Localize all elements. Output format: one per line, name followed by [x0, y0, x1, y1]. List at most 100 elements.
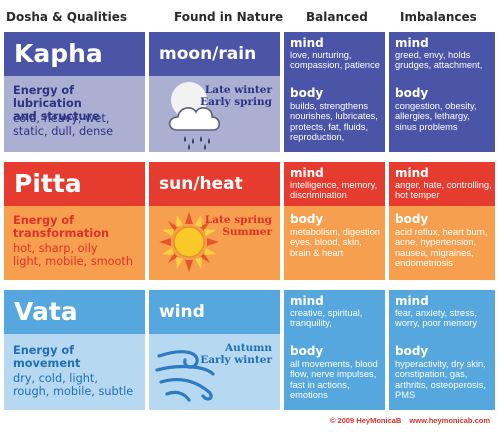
- header-found-in-nature: Found in Nature: [174, 10, 284, 24]
- pitta-balanced-body-text: metabolism, digestion eyes, blood, skin,…: [290, 227, 382, 258]
- vata-qualities-line: rough, mobile, subtle: [13, 385, 134, 398]
- text-line: anger, hate, controlling,: [395, 180, 492, 190]
- vata-imbalances-cell: mind fear, anxiety, stress, worry, poor …: [389, 290, 495, 410]
- text-line: fear, anxiety, stress,: [395, 308, 477, 318]
- kapha-qualities-line: cold, heavy, wet,: [13, 112, 110, 125]
- kapha-dosha-cell: Kapha Energy of lubrication and structur…: [4, 32, 145, 152]
- vata-nature-label: wind: [159, 302, 205, 322]
- vata-dosha-cell: Vata Energy of movement dry, cold, light…: [4, 290, 145, 410]
- text-line: emotions: [290, 390, 328, 401]
- pitta-imbalance-body-label: body: [395, 212, 429, 226]
- vata-balanced-body-text: all movements, blood flow, nerve impulse…: [290, 359, 382, 401]
- copyright-text: © 2009 HeyMonicaB: [329, 416, 402, 425]
- vata-qualities: dry, cold, light, rough, mobile, subtle: [13, 372, 133, 398]
- kapha-imbalance-mind-text: greed, envy, holds grudges, attachment,: [395, 50, 492, 71]
- text-line: grudges, attachment,: [395, 60, 483, 71]
- vata-balanced-mind-label: mind: [290, 294, 324, 308]
- pitta-balanced-cell: mind intelligence, memory, discriminatio…: [284, 162, 385, 280]
- pitta-energy: Energy of transformation: [13, 214, 109, 240]
- pitta-balanced-mind-text: intelligence, memory, discrimination: [290, 180, 382, 201]
- kapha-imbalance-mind-label: mind: [395, 36, 429, 50]
- kapha-energy: Energy of lubrication and structure: [13, 84, 145, 123]
- header-dosha-qualities: Dosha & Qualities: [6, 10, 128, 24]
- vata-balanced-cell: mind creative, spiritual, tranquility, b…: [284, 290, 385, 410]
- kapha-balanced-cell: mind love, nurturing, compassion, patien…: [284, 32, 385, 152]
- text-line: protects, fat, fluids,: [290, 121, 369, 132]
- pitta-qualities: hot, sharp, oily light, mobile, smooth: [13, 242, 133, 268]
- text-line: hyperactivity, dry skin,: [395, 359, 486, 369]
- pitta-season: Late spring Summer: [205, 214, 272, 238]
- kapha-qualities-line: static, dull, dense: [13, 125, 114, 138]
- vata-balanced-body-label: body: [290, 344, 324, 358]
- text-line: endometriosis: [395, 258, 453, 269]
- pitta-dosha-cell: Pitta Energy of transformation hot, shar…: [4, 162, 145, 280]
- wind-swirl-icon: [155, 350, 215, 402]
- text-line: congestion, obesity,: [395, 101, 477, 111]
- kapha-balanced-body-label: body: [290, 86, 324, 100]
- pitta-balanced-mind-label: mind: [290, 166, 324, 180]
- text-line: acne, hypertension,: [395, 237, 477, 248]
- text-line: nourishes, lubricates,: [290, 111, 378, 122]
- kapha-imbalances-cell: mind greed, envy, holds grudges, attachm…: [389, 32, 495, 152]
- text-line: discrimination: [290, 190, 347, 201]
- pitta-season-line: Summer: [222, 226, 272, 238]
- kapha-energy-line: Energy of lubrication: [13, 84, 82, 110]
- header-imbalances: Imbalances: [400, 10, 477, 24]
- kapha-season: Late winter Early spring: [200, 84, 272, 108]
- vata-energy-line: Energy of: [13, 344, 75, 357]
- text-line: constipation, gas,: [395, 369, 468, 380]
- pitta-imbalance-body-text: acid reflux, heart burn, acne, hypertens…: [395, 227, 492, 269]
- sun-icon: [159, 212, 219, 272]
- kapha-balanced-body-text: builds, strengthens nourishes, lubricate…: [290, 101, 382, 143]
- pitta-title: Pitta: [14, 169, 82, 198]
- kapha-imbalance-body-label: body: [395, 86, 429, 100]
- text-line: all movements, blood: [290, 359, 378, 369]
- text-line: eyes, blood, skin,: [290, 237, 362, 248]
- text-line: greed, envy, holds: [395, 50, 471, 60]
- text-line: acid reflux, heart burn,: [395, 227, 488, 237]
- cloud-moon-rain-icon: [168, 82, 221, 150]
- kapha-season-line: Early spring: [200, 96, 272, 108]
- website-link[interactable]: www.heymonicab.com: [409, 416, 490, 425]
- vata-qualities-line: dry, cold, light,: [13, 372, 98, 385]
- vata-energy-line: movement: [13, 357, 81, 370]
- kapha-qualities: cold, heavy, wet, static, dull, dense: [13, 112, 113, 138]
- pitta-qualities-line: light, mobile, smooth: [13, 255, 134, 268]
- vata-balanced-mind-text: creative, spiritual, tranquility,: [290, 308, 382, 329]
- text-line: nausea, migraines,: [395, 247, 474, 258]
- text-line: worry, poor memory: [395, 318, 477, 329]
- text-line: allergies, lethargy,: [395, 111, 470, 122]
- text-line: reproduction,: [290, 132, 345, 143]
- pitta-imbalance-mind-text: anger, hate, controlling, hot temper: [395, 180, 492, 201]
- kapha-title: Kapha: [14, 39, 103, 68]
- text-line: creative, spiritual,: [290, 308, 363, 318]
- text-line: sinus problems: [395, 121, 458, 132]
- pitta-qualities-line: hot, sharp, oily: [13, 242, 98, 255]
- text-line: love, nurturing,: [290, 50, 352, 60]
- text-line: brain & heart: [290, 247, 344, 258]
- pitta-balanced-body-label: body: [290, 212, 324, 226]
- pitta-nature-cell: sun/heat Late spring Summer: [149, 162, 280, 280]
- kapha-nature-label: moon/rain: [159, 44, 257, 64]
- vata-title: Vata: [14, 297, 78, 326]
- text-line: compassion, patience: [290, 60, 380, 71]
- text-line: hot temper: [395, 190, 440, 201]
- text-line: tranquility,: [290, 318, 332, 329]
- vata-imbalance-mind-label: mind: [395, 294, 429, 308]
- kapha-nature-cell: moon/rain Late winter Early spring: [149, 32, 280, 152]
- pitta-energy-line: Energy of: [13, 214, 75, 227]
- pitta-season-line: Late spring: [204, 214, 272, 226]
- vata-nature-cell: wind Autumn Early winter: [149, 290, 280, 410]
- text-line: arthritis, osteoperosis,: [395, 379, 486, 390]
- vata-season-line: Autumn: [224, 342, 272, 354]
- vata-energy: Energy of movement: [13, 344, 80, 370]
- vata-imbalance-body-label: body: [395, 344, 429, 358]
- pitta-nature-label: sun/heat: [159, 174, 243, 194]
- footer-credit: © 2009 HeyMonicaB www.heymonicab.com: [324, 416, 490, 425]
- kapha-balanced-mind-text: love, nurturing, compassion, patience: [290, 50, 382, 71]
- text-line: fast in actions,: [290, 379, 350, 390]
- pitta-imbalances-cell: mind anger, hate, controlling, hot tempe…: [389, 162, 495, 280]
- pitta-energy-line: transformation: [13, 227, 110, 240]
- text-line: flow, nerve impulses,: [290, 369, 377, 380]
- header-balanced: Balanced: [306, 10, 368, 24]
